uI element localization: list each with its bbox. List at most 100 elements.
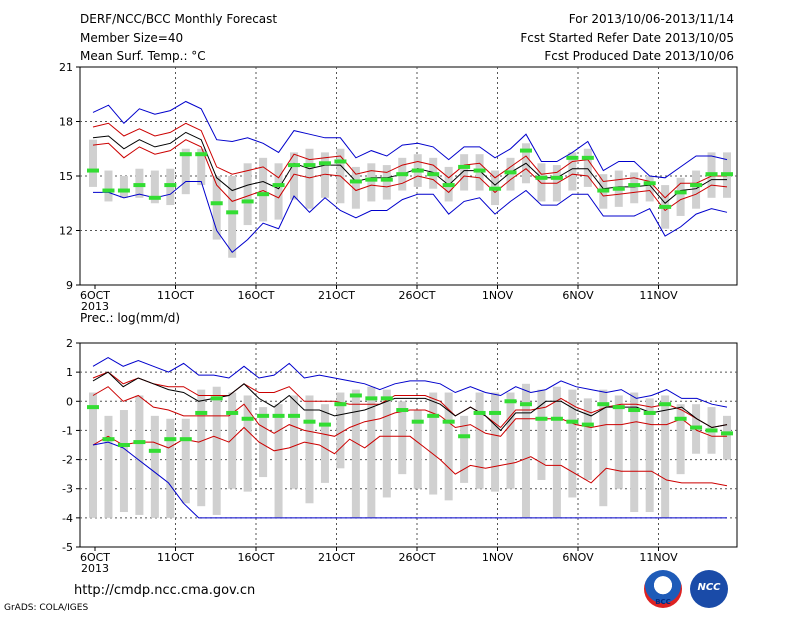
median-marker: [226, 410, 239, 415]
series-line-min: [92, 441, 727, 519]
median-marker: [102, 188, 115, 193]
ensemble-box: [243, 163, 252, 226]
median-marker: [612, 186, 625, 191]
ensemble-box: [491, 392, 500, 492]
median-marker: [643, 410, 656, 415]
source-url[interactable]: http://cmdp.ncc.cma.gov.cn: [74, 583, 256, 598]
ensemble-box: [382, 389, 391, 498]
median-marker: [349, 393, 362, 398]
x-tick-label: 21OCT: [318, 289, 355, 302]
ensemble-box: [150, 415, 159, 518]
ensemble-box: [259, 157, 268, 222]
series-line-min: [93, 181, 728, 254]
ensemble-box: [661, 395, 670, 518]
x-tick-label: 6OCT: [80, 551, 110, 564]
ensemble-box: [676, 404, 685, 475]
median-marker: [164, 183, 177, 188]
series-line-max: [92, 357, 728, 408]
median-marker: [102, 437, 115, 442]
ensemble-box: [398, 401, 407, 475]
median-marker: [257, 413, 270, 418]
median-marker: [179, 152, 192, 157]
year-label: 2013: [81, 562, 109, 575]
ensemble-box: [521, 383, 530, 518]
median-marker: [690, 183, 703, 188]
median-marker: [272, 183, 285, 188]
median-marker: [535, 416, 548, 421]
ensemble-box: [197, 148, 206, 186]
median-marker: [334, 159, 347, 164]
median-marker: [396, 172, 409, 177]
median-marker: [87, 168, 99, 173]
ensemble-box: [212, 386, 221, 515]
ensemble-box: [197, 389, 206, 507]
y-tick-label: 1: [66, 366, 73, 379]
median-marker: [458, 164, 471, 169]
ensemble-box: [460, 415, 469, 483]
ensemble-box: [290, 152, 299, 200]
median-marker: [195, 410, 208, 415]
median-marker: [117, 443, 130, 447]
median-marker: [427, 413, 440, 418]
ensemble-box: [614, 395, 623, 489]
median-marker: [272, 413, 285, 418]
ensemble-box: [382, 165, 391, 200]
series-line-lower: [92, 386, 727, 437]
ensemble-box: [552, 386, 561, 518]
median-marker: [318, 422, 331, 427]
median-marker: [442, 183, 455, 188]
series-line-low: [92, 426, 728, 487]
median-marker: [396, 408, 409, 413]
median-marker: [643, 181, 656, 186]
ensemble-box: [630, 392, 639, 513]
median-marker: [597, 188, 610, 193]
variable-label: Mean Surf. Temp.: °C: [80, 49, 206, 63]
median-marker: [690, 425, 703, 430]
ensemble-box: [723, 415, 731, 460]
median-marker: [674, 416, 687, 421]
median-marker: [241, 416, 254, 421]
ensemble-box: [228, 392, 237, 489]
ensemble-box: [305, 395, 314, 504]
ensemble-box: [212, 176, 221, 240]
ensemble-box: [537, 389, 546, 480]
median-marker: [411, 419, 424, 424]
series-line-lower: [92, 139, 728, 212]
x-tick-label: 6NOV: [562, 551, 594, 564]
x-tick-label: 21OCT: [318, 551, 355, 564]
ensemble-box: [89, 392, 97, 518]
ensemble-box: [166, 418, 175, 518]
y-tick-label: 18: [59, 116, 73, 129]
bcc-logo: BCC: [644, 570, 682, 608]
median-marker: [535, 175, 548, 180]
median-marker: [380, 177, 393, 182]
ensemble-box: [290, 395, 299, 489]
x-tick-label: 16OCT: [237, 289, 274, 302]
y-tick-label: 15: [59, 170, 73, 183]
median-marker: [380, 396, 393, 401]
x-tick-label: 26OCT: [398, 551, 435, 564]
ensemble-box: [583, 398, 592, 480]
x-tick-label: 26OCT: [398, 289, 435, 302]
median-marker: [597, 402, 610, 407]
x-tick-label: 16OCT: [237, 551, 274, 564]
ensemble-box: [181, 418, 190, 504]
ensemble-box: [537, 163, 546, 202]
median-marker: [566, 419, 579, 424]
ensemble-box: [475, 392, 484, 489]
median-marker: [195, 152, 208, 157]
median-marker: [674, 190, 687, 195]
median-marker: [318, 161, 331, 166]
ensemble-box: [413, 410, 422, 489]
median-marker: [87, 405, 99, 410]
median-marker: [365, 177, 378, 182]
median-marker: [566, 155, 579, 160]
plot-frame-2: [79, 342, 738, 548]
median-marker: [288, 413, 301, 418]
produced-date-label: Fcst Produced Date 2013/10/06: [544, 49, 734, 63]
median-marker: [210, 396, 223, 401]
ensemble-box: [568, 389, 577, 498]
median-marker: [257, 192, 270, 197]
ensemble-box: [320, 404, 329, 483]
